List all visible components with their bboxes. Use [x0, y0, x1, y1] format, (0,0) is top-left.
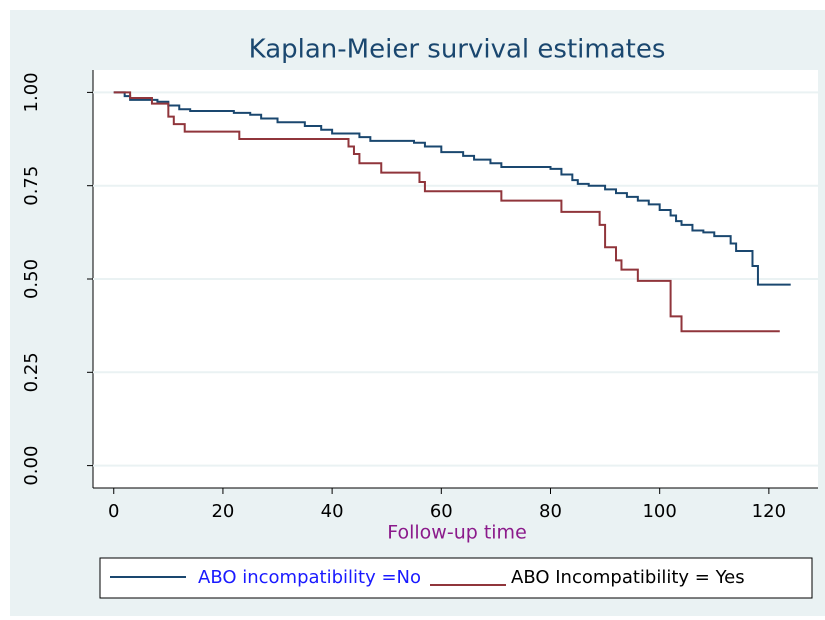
x-tick-label: 60 [430, 501, 453, 522]
y-tick-label: 0.50 [21, 259, 42, 299]
x-axis-label: Follow-up time [387, 522, 527, 544]
y-tick-label: 0.25 [21, 352, 42, 392]
y-tick-label: 0.00 [21, 446, 42, 486]
x-tick-label: 40 [321, 501, 344, 522]
x-tick-label: 80 [539, 501, 562, 522]
x-tick-label: 120 [752, 501, 786, 522]
legend-label: ABO Incompatibility = Yes [511, 567, 745, 588]
legend-box [99, 557, 813, 599]
chart-title: Kaplan-Meier survival estimates [249, 35, 666, 65]
x-tick-label: 20 [211, 501, 234, 522]
x-tick-label: 100 [642, 501, 676, 522]
x-tick-label: 0 [108, 501, 119, 522]
survival-line [113, 91, 780, 333]
legend-label: ABO incompatibility =No [198, 567, 421, 588]
y-tick-label: 1.00 [21, 72, 42, 112]
y-tick-label: 0.75 [21, 166, 42, 206]
survival-line [113, 91, 791, 286]
